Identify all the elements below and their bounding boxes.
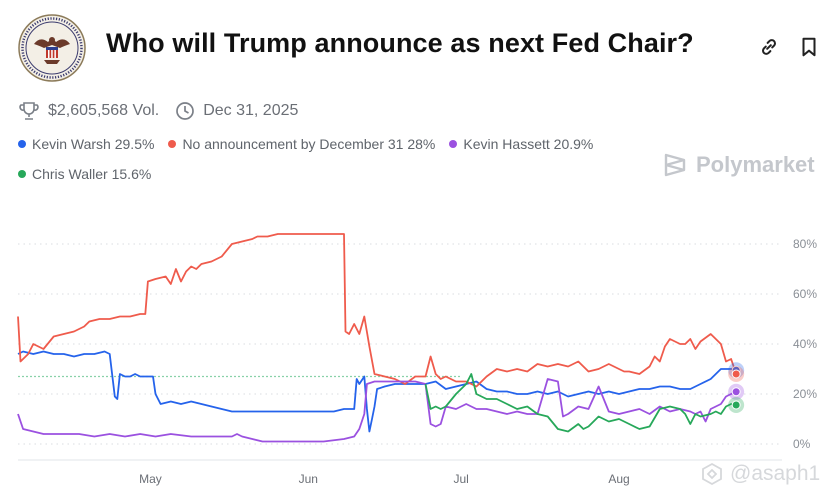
- volume-text: $2,605,568 Vol.: [48, 102, 160, 119]
- legend-dot-none: [168, 140, 177, 148]
- legend-dot-waller: [18, 170, 26, 178]
- chart-legend-row-2: Chris Waller 15.6%: [18, 166, 165, 182]
- bookmark-icon[interactable]: [798, 36, 820, 58]
- x-tick-label: Jul: [453, 472, 468, 486]
- x-tick-label: May: [139, 472, 162, 486]
- polymarket-brand: Polymarket: [662, 152, 815, 178]
- legend-item-hassett[interactable]: Kevin Hassett 20.9%: [449, 136, 593, 152]
- series-line-none[interactable]: [17, 233, 738, 388]
- brand-name: Polymarket: [696, 152, 815, 177]
- legend-label-hassett: Kevin Hassett: [463, 136, 550, 152]
- page-title: Who will Trump announce as next Fed Chai…: [106, 28, 694, 58]
- legend-item-warsh[interactable]: Kevin Warsh 29.5%: [18, 136, 154, 152]
- watermark-logo-icon: [702, 462, 722, 486]
- x-tick-label: Jun: [299, 472, 318, 486]
- legend-label-warsh: Kevin Warsh: [32, 136, 111, 152]
- legend-dot-warsh: [18, 140, 26, 148]
- y-tick-label: 80%: [793, 237, 817, 251]
- market-meta: $2,605,568 Vol. Dec 31, 2025: [18, 100, 298, 122]
- legend-value-waller: 15.6%: [111, 166, 152, 182]
- y-tick-label: 0%: [793, 437, 811, 451]
- trophy-icon: [19, 102, 39, 120]
- watermark: @asaph1: [700, 462, 820, 486]
- federal-reserve-seal: [18, 14, 86, 82]
- end-date-text: Dec 31, 2025: [203, 102, 299, 119]
- watermark-text: @asaph1: [730, 462, 821, 485]
- clock-icon: [176, 102, 195, 120]
- series-line-hassett[interactable]: [17, 378, 737, 443]
- series-line-waller[interactable]: [424, 373, 737, 433]
- legend-dot-hassett: [449, 140, 458, 148]
- legend-label-waller: Chris Waller: [32, 166, 108, 182]
- series-end-dot-hassett[interactable]: [731, 387, 741, 397]
- polymarket-logo-icon: [664, 153, 686, 177]
- series-end-dot-waller[interactable]: [731, 400, 741, 410]
- legend-item-waller[interactable]: Chris Waller 15.6%: [18, 166, 151, 182]
- y-tick-label: 40%: [793, 337, 817, 351]
- legend-value-none: 28%: [407, 136, 436, 152]
- y-tick-label: 60%: [793, 287, 817, 301]
- legend-item-none[interactable]: No announcement by December 31 28%: [168, 136, 435, 152]
- series-end-dot-none[interactable]: [731, 369, 741, 379]
- chart-legend-row-1: Kevin Warsh 29.5% No announcement by Dec…: [18, 136, 607, 152]
- legend-value-hassett: 20.9%: [553, 136, 594, 152]
- legend-label-none: No announcement by December 31: [182, 136, 404, 152]
- y-tick-label: 20%: [793, 387, 817, 401]
- link-icon[interactable]: [758, 36, 780, 58]
- x-tick-label: Aug: [608, 472, 629, 486]
- legend-value-warsh: 29.5%: [114, 136, 155, 152]
- series-line-warsh[interactable]: [17, 350, 737, 433]
